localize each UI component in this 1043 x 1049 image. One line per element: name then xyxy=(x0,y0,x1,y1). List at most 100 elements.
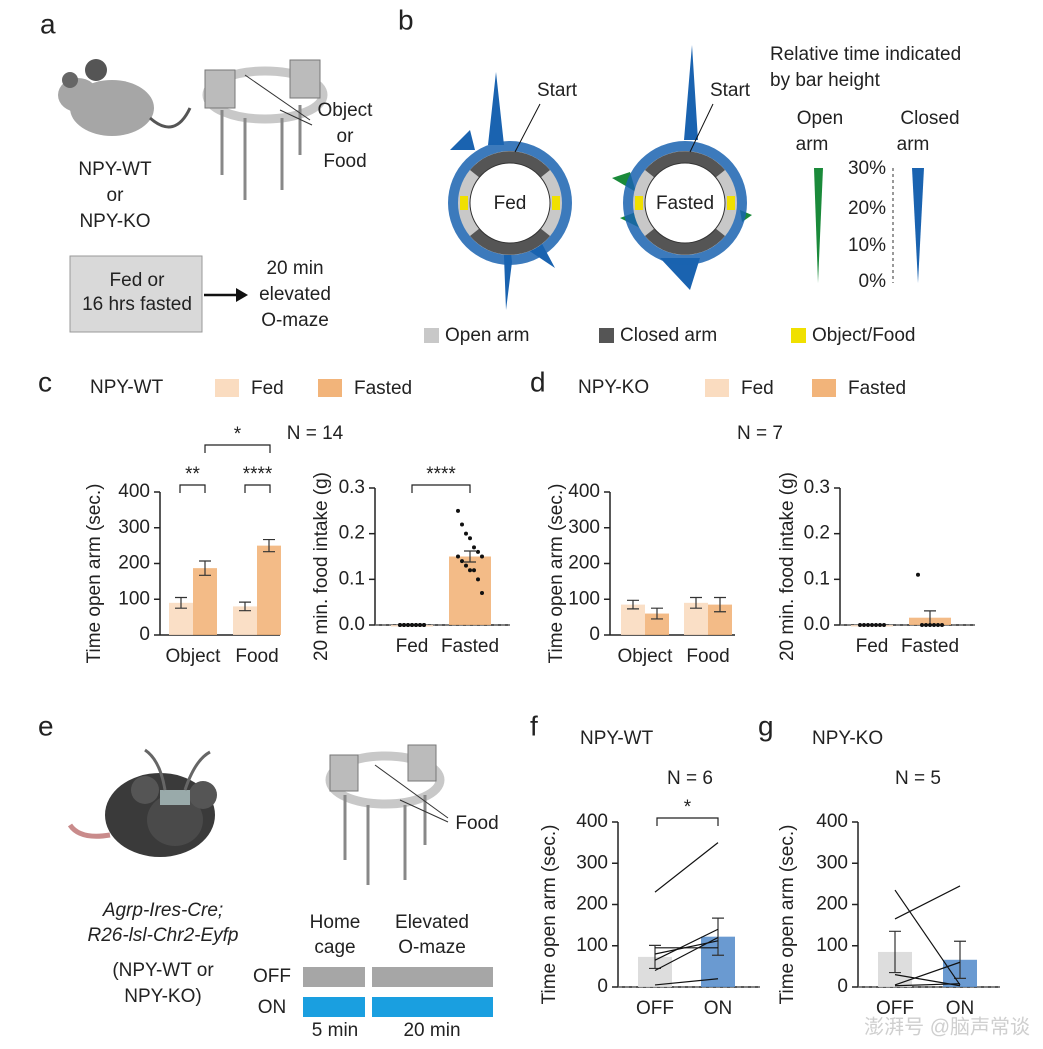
phase: cage xyxy=(314,937,355,958)
paired-line xyxy=(654,940,719,955)
start-label: Start xyxy=(537,80,578,101)
data-point xyxy=(476,577,480,582)
data-point xyxy=(476,549,480,554)
error-bar xyxy=(239,601,251,612)
y-tick-label: 0.0 xyxy=(804,614,830,635)
legend-swatch xyxy=(812,379,836,397)
x-tick-label: Food xyxy=(686,646,729,667)
y-tick-label: 0.0 xyxy=(339,614,365,635)
genotype: NPY-KO) xyxy=(124,986,201,1007)
data-point xyxy=(398,623,402,627)
condition: Fed or xyxy=(110,270,166,291)
y-tick-label: 300 xyxy=(576,852,608,873)
polar-plot xyxy=(448,45,752,310)
data-point xyxy=(480,554,484,559)
object-label: Food xyxy=(323,151,366,172)
data-point xyxy=(920,623,924,627)
paired-line xyxy=(654,928,719,961)
x-tick-label: ON xyxy=(946,998,975,1019)
data-point xyxy=(418,623,422,627)
maze-icon xyxy=(202,59,328,200)
data-point xyxy=(916,572,920,577)
y-tick-label: 0.2 xyxy=(804,523,830,544)
legend-label: Fed xyxy=(251,378,284,399)
data-point xyxy=(410,623,414,627)
legend-label: Closed arm xyxy=(620,325,717,346)
test: elevated xyxy=(259,284,331,305)
scale-title: arm xyxy=(897,134,930,155)
maze-icon xyxy=(325,744,449,885)
data-point xyxy=(464,531,468,536)
data-point xyxy=(882,623,886,627)
genotype: NPY-WT xyxy=(90,377,164,398)
data-point xyxy=(414,623,418,627)
start-label: Start xyxy=(710,80,751,101)
y-tick-label: 0.1 xyxy=(339,568,365,589)
ring-label: Fed xyxy=(494,193,527,214)
data-point xyxy=(472,568,476,573)
mouse-line: R26-lsl-Chr2-Eyfp xyxy=(88,925,239,946)
test: O-maze xyxy=(261,310,329,331)
bracket xyxy=(244,484,271,493)
paired-line xyxy=(654,978,719,986)
data-point xyxy=(456,508,460,513)
genotype: NPY-KO xyxy=(812,728,883,749)
panel-label: g xyxy=(758,710,774,741)
x-tick-label: ON xyxy=(704,998,733,1019)
data-point xyxy=(928,623,932,627)
legend-label: Object/Food xyxy=(812,325,916,346)
bracket xyxy=(656,817,719,826)
y-axis-label: Time open arm (sec.) xyxy=(546,484,567,664)
bracket xyxy=(179,484,206,493)
legend-swatch xyxy=(318,379,342,397)
arrow-head xyxy=(236,288,248,302)
y-tick-label: 100 xyxy=(568,588,600,609)
mouse-line: Agrp-Ires-Cre; xyxy=(102,900,223,921)
ring-label: Fasted xyxy=(656,193,714,214)
error-bar xyxy=(690,596,702,609)
data-point xyxy=(866,623,870,627)
data-point xyxy=(878,623,882,627)
error-bar xyxy=(464,550,476,563)
mouse-icon xyxy=(58,59,192,136)
error-bar xyxy=(263,538,275,553)
note: by bar height xyxy=(770,70,881,91)
data-point xyxy=(464,563,468,568)
genotype: NPY-WT xyxy=(78,159,152,180)
y-tick-label: 0 xyxy=(837,976,848,997)
error-bar xyxy=(714,596,726,613)
data-point xyxy=(456,554,460,559)
y-tick-label: 100 xyxy=(576,935,608,956)
object-label: Object xyxy=(318,100,374,121)
y-tick-label: 0 xyxy=(597,976,608,997)
x-tick-label: Fed xyxy=(856,636,889,657)
condition: 16 hrs fasted xyxy=(82,294,192,315)
y-axis-label: Time open arm (sec.) xyxy=(539,825,560,1005)
genotype: NPY-WT xyxy=(580,728,654,749)
scale-title: Open xyxy=(797,108,843,129)
error-bar xyxy=(651,607,663,620)
paired-line xyxy=(894,961,961,986)
bracket xyxy=(411,484,471,493)
object-label: or xyxy=(337,126,355,147)
y-tick-label: 200 xyxy=(576,894,608,915)
legend-swatch xyxy=(215,379,239,397)
y-tick-label: 200 xyxy=(118,553,150,574)
genotype: NPY-KO xyxy=(79,211,150,232)
phase: O-maze xyxy=(398,937,466,958)
y-tick-label: 300 xyxy=(568,517,600,538)
y-tick-label: 400 xyxy=(118,481,150,502)
legend-swatch xyxy=(599,328,614,343)
legend-label: Fasted xyxy=(848,378,906,399)
n-label: N = 14 xyxy=(287,423,344,444)
scale-wedge xyxy=(814,168,823,283)
y-axis-label: 20 min. food intake (g) xyxy=(311,472,332,661)
duration: 5 min xyxy=(312,1020,358,1041)
n-label: N = 7 xyxy=(737,423,783,444)
significance: * xyxy=(234,424,242,445)
genotype: NPY-KO xyxy=(578,377,649,398)
data-point xyxy=(422,623,426,627)
error-bar xyxy=(889,930,901,974)
duration: 20 min xyxy=(403,1020,460,1041)
scale-label: 10% xyxy=(848,235,886,256)
